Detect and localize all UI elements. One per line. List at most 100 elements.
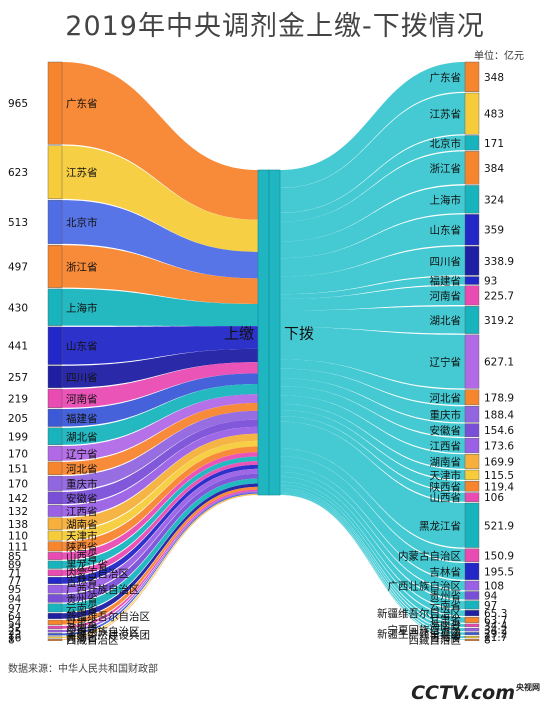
left-value-label: 965 — [8, 98, 28, 110]
left-node-label: 山东省 — [66, 340, 98, 353]
right-node-label: 黑龙江省 — [419, 519, 461, 532]
left-flow — [62, 456, 258, 569]
left-value-label: 219 — [8, 393, 28, 405]
right-flow — [280, 359, 465, 405]
left-node-label: 海南省 — [66, 621, 98, 634]
left-node-bar — [47, 517, 63, 530]
right-flow — [280, 416, 465, 502]
right-value-label: 627.1 — [484, 357, 514, 369]
left-flow — [62, 145, 258, 252]
left-flow — [62, 494, 258, 640]
left-value-label: 623 — [8, 167, 28, 179]
left-node-bar — [47, 629, 63, 633]
left-value-label: 94 — [8, 593, 22, 605]
right-value-label: 188.4 — [484, 409, 514, 421]
center-right-label: 下拨 — [284, 325, 314, 343]
right-flow — [280, 409, 465, 492]
right-value-label: 319.2 — [484, 315, 514, 327]
left-node-label: 广西壮族自治区 — [66, 583, 140, 596]
right-value-label: 34.4 — [484, 620, 508, 632]
left-value-label: 111 — [8, 541, 28, 553]
left-flow — [62, 383, 258, 445]
right-flow — [280, 456, 465, 580]
left-flow — [62, 473, 258, 603]
left-value-label: 170 — [8, 478, 28, 490]
left-flow — [62, 489, 258, 629]
right-flow — [280, 466, 465, 591]
left-node-label: 江苏省 — [66, 166, 98, 179]
right-value-label: 521.9 — [484, 520, 514, 532]
right-flow — [280, 493, 465, 639]
left-node-label: 湖北省 — [66, 430, 98, 443]
left-value-label: 138 — [8, 519, 28, 531]
left-node-label: 云南省 — [66, 602, 98, 615]
data-source: 数据来源：中华人民共和国财政部 — [8, 664, 158, 675]
right-flow — [280, 368, 465, 423]
left-flow — [62, 373, 258, 427]
right-node-bar — [464, 600, 480, 610]
left-node-label: 重庆市 — [66, 477, 98, 490]
right-node-bar — [464, 306, 480, 334]
left-node-label: 新疆生产建设兵团 — [66, 628, 150, 641]
left-value-label: 25 — [8, 626, 21, 638]
left-node-bar — [47, 61, 63, 145]
left-node-bar — [47, 427, 63, 446]
left-flow — [62, 426, 258, 517]
right-node-label: 重庆市 — [430, 408, 462, 421]
right-node-label: 广东省 — [430, 71, 462, 84]
right-flow — [280, 448, 465, 562]
left-value-label: 89 — [8, 560, 21, 572]
left-flow — [62, 491, 258, 633]
chart-title: 2019年中央调剂金上缴-下拨情况 — [65, 11, 485, 42]
right-node-label: 湖南省 — [430, 455, 462, 468]
right-node-bar — [464, 406, 480, 423]
left-node-label: 内蒙古自治区 — [66, 567, 129, 580]
right-flow — [280, 285, 465, 311]
left-node-label: 贵州省 — [66, 592, 98, 605]
left-node-bar — [47, 245, 63, 288]
left-node-bar — [47, 594, 63, 603]
right-flow — [280, 490, 465, 632]
left-node-bar — [47, 388, 63, 408]
left-node-label: 上海市 — [66, 301, 98, 314]
right-node-bar — [464, 185, 480, 214]
left-flow — [62, 461, 258, 576]
right-value-label: 119.4 — [484, 481, 514, 493]
right-flow — [280, 135, 465, 222]
right-value-label: 150.9 — [484, 550, 514, 562]
right-value-label: 359 — [484, 225, 504, 237]
right-value-label: 65.3 — [484, 608, 507, 620]
right-node-label: 内蒙古自治区 — [398, 549, 461, 562]
left-flow — [62, 362, 258, 408]
left-node-bar — [47, 603, 63, 613]
left-value-label: 199 — [8, 431, 28, 443]
right-node-bar — [464, 502, 480, 548]
left-flow — [62, 200, 258, 279]
right-node-label: 河南省 — [430, 289, 462, 302]
right-node-bar — [464, 492, 480, 502]
right-flow — [280, 246, 465, 295]
right-flows — [280, 62, 465, 640]
left-flow — [62, 326, 258, 365]
right-node-label: 四川省 — [430, 255, 462, 268]
left-value-label: 513 — [8, 217, 28, 229]
cctv-logo: CCTV.com央视网 — [411, 682, 540, 704]
left-node-bar — [47, 326, 63, 365]
left-node-label: 广东省 — [66, 97, 98, 110]
right-value-label: 34.2 — [484, 625, 507, 637]
left-node-bar — [47, 505, 63, 517]
right-flow — [280, 151, 465, 242]
right-flow — [280, 276, 465, 299]
right-flow — [280, 421, 465, 548]
right-node-label: 青海省 — [430, 631, 462, 644]
right-node-bar — [464, 635, 480, 639]
left-node-label: 吉林省 — [66, 574, 98, 587]
left-flow — [62, 492, 258, 636]
right-value-label: 483 — [484, 109, 504, 121]
left-value-label: 32 — [8, 622, 21, 634]
right-node-bar — [464, 480, 480, 492]
left-node-bar — [47, 584, 63, 594]
right-value-label: 338.9 — [484, 256, 514, 268]
right-node-bar — [464, 454, 480, 469]
